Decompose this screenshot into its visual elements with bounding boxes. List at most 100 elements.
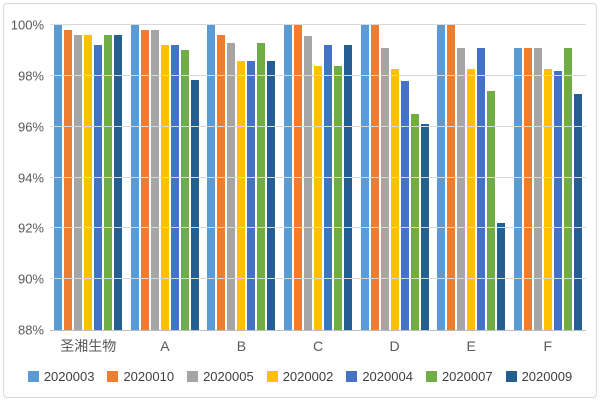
bar-2020010 [370,25,379,330]
bar-groups-container [50,25,586,330]
bar-2020004 [170,45,179,330]
bar-2020009 [114,35,123,330]
bar-2020002 [84,35,93,330]
legend-swatch-icon [187,370,199,382]
bar-2020009 [420,124,429,330]
x-tick-label: C [312,338,324,354]
x-tick-label: B [236,338,247,354]
gridline [50,24,586,25]
y-tick-label: 98% [17,68,44,84]
bar-2020009 [497,223,506,330]
legend-label: 2020010 [123,368,175,384]
bar-group-c [280,25,357,330]
bar-2020005 [304,36,313,330]
bar-2020005 [380,47,389,330]
legend-swatch-icon [266,370,278,382]
bar-2020009 [267,60,276,330]
legend-label: 2020003 [43,368,95,384]
y-tick-label: 90% [17,271,44,287]
x-tick-label: D [389,338,400,354]
x-tick-label: F [543,338,553,354]
bar-2020007 [563,47,572,330]
gridline [50,176,586,178]
bar-2020005 [457,47,466,330]
bar-2020004 [324,45,333,330]
legend-item-2020003: 2020003 [27,368,95,384]
legend-label: 2020009 [521,368,573,384]
bar-2020009 [344,45,353,330]
bar-group-shengxiang [50,25,127,330]
y-tick-label: 100% [10,17,44,33]
bar-2020003 [360,25,369,330]
legend-swatch-icon [107,370,119,382]
bar-2020005 [74,35,83,330]
bar-2020007 [104,35,113,330]
bar-chart-card: 100% 98% 96% 94% 92% 90% 88% 圣湘生物 A B C D E F 202000… [3,3,597,398]
bar-2020009 [190,79,199,330]
bar-2020010 [140,30,149,330]
bar-2020004 [94,45,103,330]
y-tick-label: 92% [17,220,44,236]
bar-2020009 [573,93,582,330]
legend-item-2020010: 2020010 [107,369,174,384]
bar-2020003 [513,47,522,330]
plot-area [50,24,586,331]
bar-2020002 [314,65,323,330]
y-axis: 100% 98% 96% 94% 92% 90% 88% [8,18,44,338]
bar-group-d [356,25,433,330]
bar-2020005 [533,47,542,330]
y-tick-label: 96% [17,119,44,135]
bar-group-f [509,25,586,330]
legend-swatch-icon [425,370,437,382]
legend-item-2020002: 2020002 [266,369,333,384]
legend-item-2020004: 2020004 [346,369,413,384]
legend-label: 2020004 [362,368,413,384]
legend-swatch-icon [346,370,358,382]
bar-2020002 [390,69,399,330]
legend-item-2020007: 2020007 [425,369,493,384]
bar-2020005 [227,42,236,330]
bar-2020007 [487,91,496,330]
bar-2020007 [410,113,419,330]
bar-2020010 [447,25,456,330]
bar-2020004 [553,70,562,330]
legend-swatch-icon [27,370,39,382]
bar-group-a [127,25,204,330]
legend-item-2020009: 2020009 [505,368,573,384]
bar-2020007 [180,50,189,330]
bar-2020002 [467,69,476,330]
bar-2020002 [160,45,169,330]
legend-item-2020005: 2020005 [187,369,254,384]
bar-2020003 [284,25,293,330]
bar-2020005 [150,30,159,330]
bar-2020010 [294,25,303,330]
bar-2020004 [247,60,256,330]
x-tick-label: E [466,338,476,354]
x-tick-label: 圣湘生物 [60,338,117,354]
bar-2020002 [543,69,552,330]
bar-2020003 [437,25,446,330]
bar-2020004 [477,47,486,330]
legend-swatch-icon [505,370,517,382]
gridline [50,278,586,280]
x-tick-label: A [160,338,170,354]
bar-2020003 [54,25,63,330]
bar-2020010 [217,35,226,330]
gridline [50,227,586,229]
bar-2020007 [334,65,343,330]
gridline [50,74,586,76]
bar-group-e [433,25,510,330]
y-tick-label: 88% [17,322,44,338]
gridline [50,125,586,127]
bar-2020007 [257,42,266,330]
bar-2020004 [400,80,409,330]
bar-2020010 [523,47,532,330]
bar-2020003 [130,25,139,330]
legend-label: 2020005 [203,368,254,384]
bar-2020010 [64,30,73,330]
bar-2020002 [237,60,246,330]
legend: 2020003 2020010 2020005 2020002 2020004 20200… [4,366,596,386]
x-axis: 圣湘生物 A B C D E F [50,335,586,357]
bar-group-b [203,25,280,330]
bar-2020003 [207,25,216,330]
